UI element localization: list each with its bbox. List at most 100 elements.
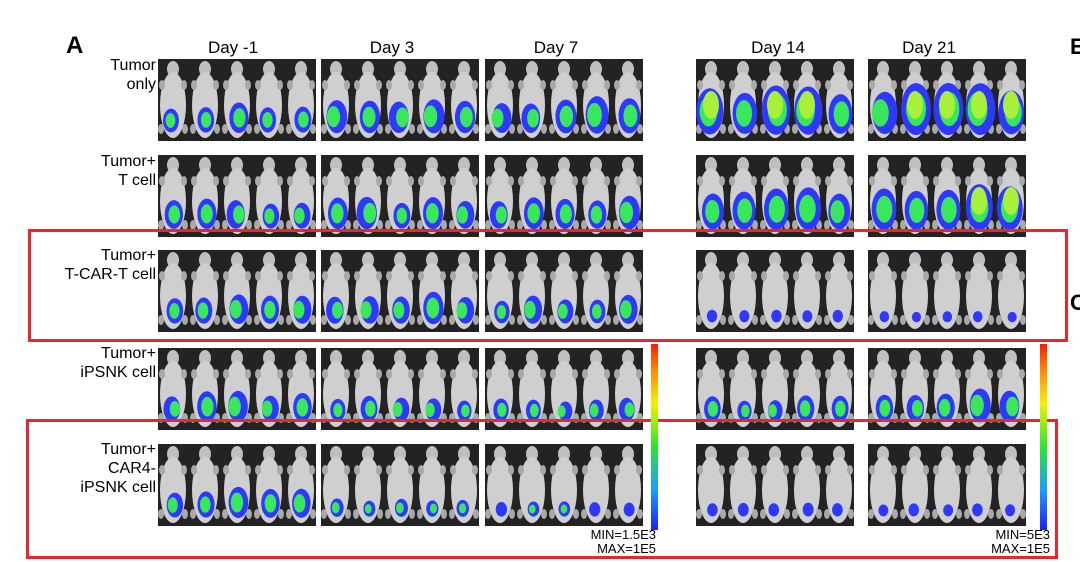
image-tile-row4-col4 (868, 444, 1026, 526)
scale-left-readout: MIN=1.5E3 MAX=1E5 (560, 528, 656, 556)
mouse (760, 446, 790, 523)
mouse (286, 446, 316, 523)
mouse (190, 61, 220, 138)
mouse (321, 157, 351, 234)
mouse (760, 157, 790, 234)
mouse-image (696, 444, 854, 526)
mouse (824, 157, 854, 234)
mouse (760, 252, 790, 329)
mouse-image (868, 250, 1026, 332)
row-label-3: Tumor+ iPSNK cell (60, 344, 156, 382)
mouse (549, 157, 579, 234)
column-header-0: Day -1 (207, 38, 259, 57)
mouse-image (321, 59, 479, 141)
mouse (190, 350, 220, 427)
mouse (385, 446, 415, 523)
mouse (824, 446, 854, 523)
image-tile-row2-col0 (158, 250, 316, 332)
mouse (964, 157, 994, 234)
image-tile-row2-col2 (485, 250, 643, 332)
mouse (485, 157, 515, 234)
mouse (254, 350, 284, 427)
mouse (517, 157, 547, 234)
mouse (158, 157, 188, 234)
mouse (868, 61, 898, 138)
mouse-image (868, 348, 1026, 430)
column-header-1: Day 3 (369, 38, 415, 57)
mouse-image (485, 155, 643, 237)
mouse (549, 61, 579, 138)
mouse (792, 446, 822, 523)
row-label-4: Tumor+ CAR4- iPSNK cell (60, 440, 156, 497)
mouse (996, 446, 1026, 523)
colorbar-left (651, 344, 658, 530)
mouse-image (321, 250, 479, 332)
mouse (353, 61, 383, 138)
mouse (449, 446, 479, 523)
mouse (222, 350, 252, 427)
mouse (485, 61, 515, 138)
mouse (353, 446, 383, 523)
mouse (824, 61, 854, 138)
mouse (613, 157, 643, 234)
mouse (222, 252, 252, 329)
column-header-4: Day 21 (902, 38, 956, 57)
image-tile-row1-col3 (696, 155, 854, 237)
mouse (868, 252, 898, 329)
image-tile-row1-col2 (485, 155, 643, 237)
mouse (353, 252, 383, 329)
image-tile-row4-col3 (696, 444, 854, 526)
row-label-line: iPSNK cell (80, 479, 156, 496)
mouse (696, 61, 726, 138)
mouse (385, 157, 415, 234)
row-label-2: Tumor+ T-CAR-T cell (60, 246, 156, 284)
mouse (964, 252, 994, 329)
mouse (900, 61, 931, 138)
mouse (417, 157, 447, 234)
row-label-line: only (126, 76, 156, 93)
mouse (613, 252, 643, 329)
image-tile-row1-col1 (321, 155, 479, 237)
mouse (824, 252, 854, 329)
mouse-image (321, 348, 479, 430)
mouse (286, 157, 316, 234)
mouse (190, 252, 220, 329)
row-label-line: Tumor+ (101, 441, 156, 458)
mouse (996, 157, 1026, 234)
scale-right-readout: MIN=5E3 MAX=1E5 (960, 528, 1050, 556)
mouse (581, 61, 611, 138)
mouse (222, 61, 252, 138)
mouse-image (485, 444, 643, 526)
mouse (417, 350, 447, 427)
image-tile-row4-col0 (158, 444, 316, 526)
row-label-line: T-CAR-T cell (64, 266, 156, 283)
row-label-line: Tumor (110, 57, 156, 74)
mouse (385, 252, 415, 329)
scale-left-min: MIN=1.5E3 (590, 527, 656, 542)
mouse (900, 446, 930, 523)
mouse (932, 252, 962, 329)
mouse-image (696, 348, 854, 430)
mouse (964, 61, 996, 138)
mouse (286, 61, 316, 138)
row-label-line: Tumor+ (101, 247, 156, 264)
mouse-image (868, 155, 1026, 237)
mouse (254, 157, 284, 234)
scale-right-max: MAX=1E5 (991, 541, 1050, 556)
image-tile-row2-col1 (321, 250, 479, 332)
mouse (613, 350, 643, 427)
mouse-image (158, 155, 316, 237)
image-tile-row2-col4 (868, 250, 1026, 332)
image-tile-row4-col1 (321, 444, 479, 526)
image-tile-row0-col1 (321, 59, 479, 141)
mouse (517, 446, 547, 523)
edge-letter-top: E (1070, 34, 1080, 59)
image-tile-row3-col2 (485, 348, 643, 430)
mouse (158, 252, 188, 329)
mouse (222, 157, 252, 234)
mouse (792, 350, 822, 427)
panel-label: A (66, 32, 84, 59)
mouse (321, 61, 351, 138)
scale-left-max: MAX=1E5 (597, 541, 656, 556)
mouse-image (868, 444, 1026, 526)
